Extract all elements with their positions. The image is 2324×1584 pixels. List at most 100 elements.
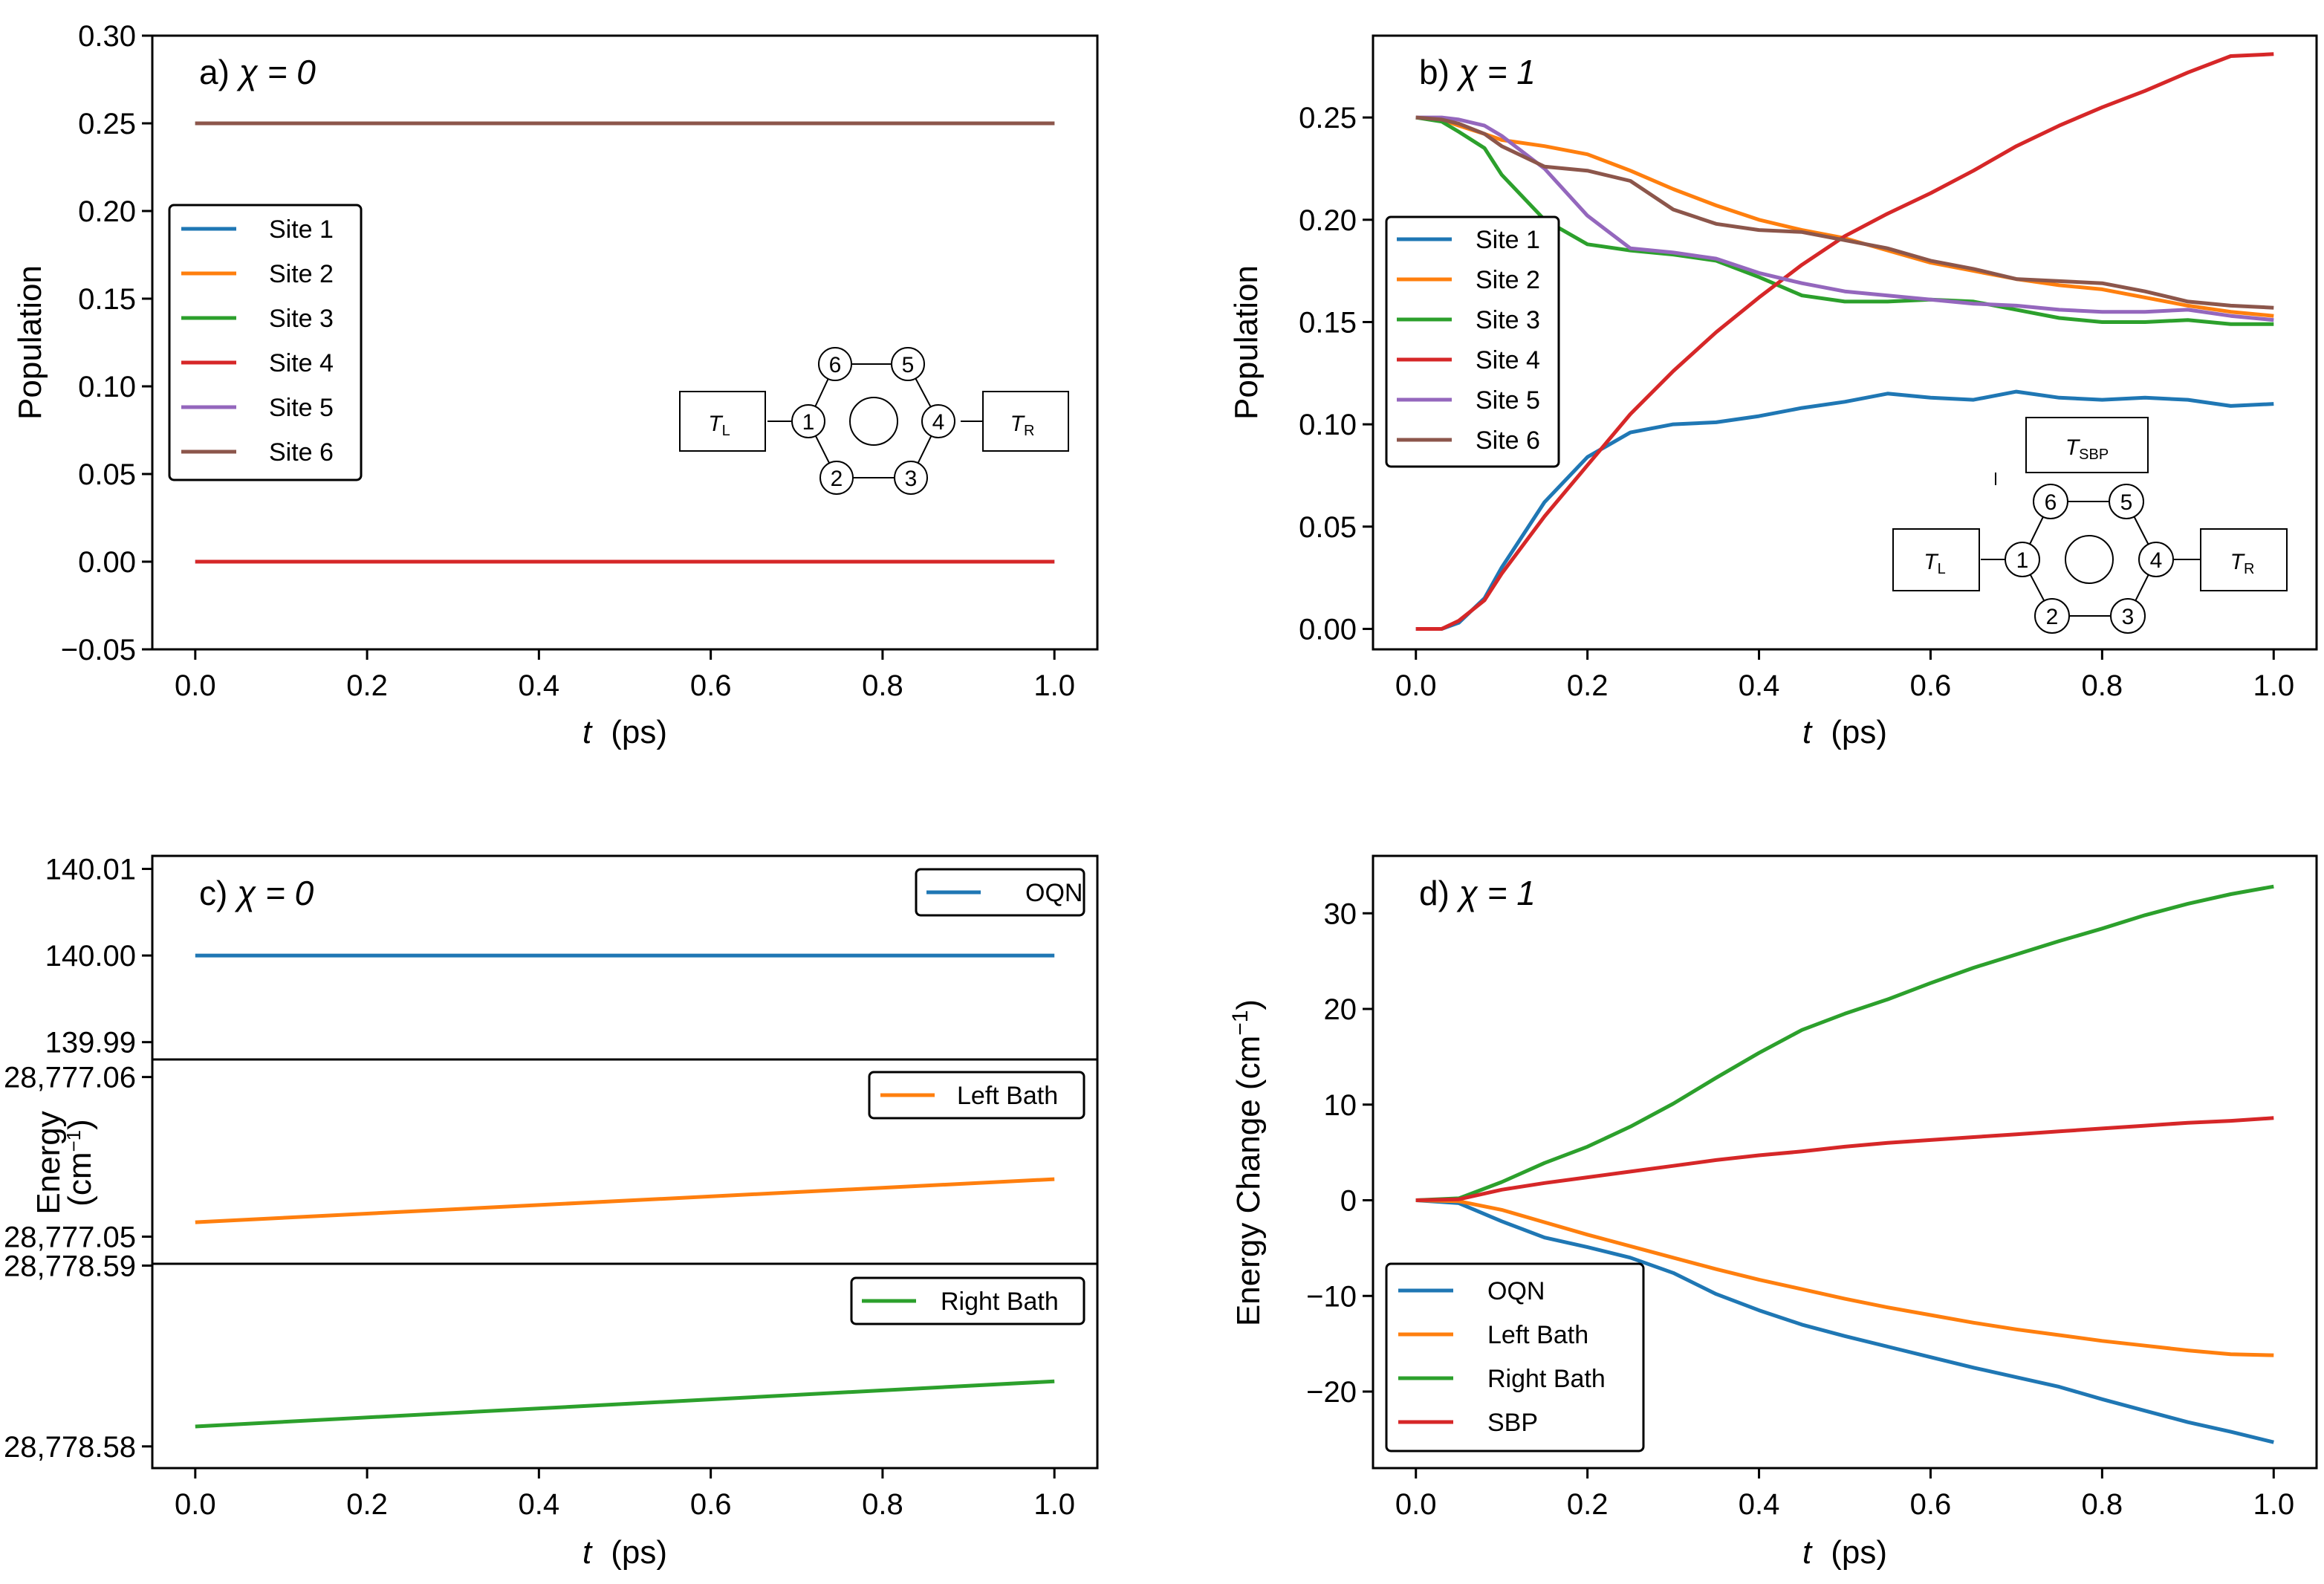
svg-text:4: 4	[2150, 548, 2163, 573]
x-tick-label: 0.6	[690, 669, 732, 702]
y-tick-label: 0.25	[1299, 102, 1357, 134]
series-line-d-sbp	[1415, 1116, 2274, 1202]
x-tick-label: 0.0	[175, 1488, 216, 1521]
x-tick-label: 0.8	[2082, 669, 2123, 702]
svg-text:2: 2	[2046, 605, 2059, 629]
svg-text:6: 6	[829, 353, 842, 377]
y-tick-label: 139.99	[45, 1027, 136, 1059]
svg-text:4: 4	[932, 410, 945, 435]
site-node-6-a: 6	[818, 347, 852, 381]
legend-label: Site 5	[1476, 386, 1540, 415]
x-tick-label: 1.0	[2253, 669, 2294, 702]
series-line-b-site-2	[1415, 115, 2274, 318]
x-tick-label: 0.4	[1739, 1488, 1780, 1521]
legend-label: Site 4	[269, 349, 334, 377]
panel-a-legend: Site 1 Site 2 Site 3 Site 4 Site 5 Site 6	[168, 204, 363, 481]
panel-a-frame	[151, 34, 1099, 651]
x-tick-label: 1.0	[1033, 669, 1075, 702]
site-node-5-a: 5	[891, 347, 925, 381]
x-tick-label: 0.0	[175, 669, 216, 702]
series-line-b-site-5	[1415, 115, 2274, 322]
x-tick-label: 0.0	[1395, 669, 1437, 702]
legend-item: Site 3	[181, 305, 334, 333]
y-tick-label: 28,778.59	[4, 1250, 136, 1282]
panel-c-frame	[151, 854, 1099, 1470]
right-reservoir-box-b	[2200, 528, 2288, 591]
panel-b-title: b) χ = 1	[1419, 53, 1536, 91]
sbp-reservoir-box-b	[2025, 417, 2149, 473]
x-tick-label: 0.4	[1739, 669, 1780, 702]
series-line-b-site-3	[1415, 115, 2274, 326]
right-reservoir-box-a	[982, 391, 1069, 452]
site-node-3-b: 3	[2110, 598, 2146, 634]
panel-c-legend-oqn: OQN	[915, 868, 1085, 917]
y-tick-label: −10	[1306, 1280, 1357, 1313]
y-tick-label: 28,777.05	[4, 1221, 136, 1253]
y-tick-label: 0.10	[1299, 409, 1357, 441]
svg-text:OQN: OQN	[1025, 879, 1083, 907]
series-line-c-left-bath	[195, 1177, 1055, 1224]
panel-c-legend-right-bath: Right Bath	[850, 1276, 1085, 1325]
panel-b-legend: Site 1 Site 2 Site 3 Site 4 Site 5 Site 6	[1385, 215, 1560, 468]
site-node-6-b: 6	[2033, 484, 2068, 519]
legend-item: SBP	[1398, 1409, 1538, 1437]
svg-text:3: 3	[905, 467, 918, 491]
legend-label: OQN	[1487, 1277, 1545, 1305]
left-reservoir-box-a	[679, 391, 766, 452]
site-node-5-b: 5	[2109, 484, 2144, 519]
legend-label: SBP	[1487, 1409, 1538, 1437]
panel-d-frame	[1372, 854, 2318, 1470]
site-node-2-b: 2	[2034, 598, 2070, 634]
legend-item: Left Bath	[1398, 1321, 1588, 1349]
x-tick-label: 0.6	[690, 1488, 732, 1521]
legend-label: Left Bath	[1487, 1321, 1588, 1349]
y-tick-label: 30	[1324, 898, 1357, 930]
legend-item: Site 2	[1397, 266, 1540, 294]
y-tick-label: 0.00	[78, 546, 136, 579]
y-tick-label: 0.20	[78, 195, 136, 228]
series-line-b-site-4	[1415, 52, 2274, 631]
left-reservoir-box-b	[1892, 528, 1980, 591]
legend-label: Site 1	[1476, 226, 1540, 254]
panel-d-title: d) χ = 1	[1419, 874, 1536, 912]
y-tick-label: 28,777.06	[4, 1062, 136, 1094]
y-tick-label: 140.00	[45, 940, 136, 973]
panel-c-xlabel: t (ps)	[582, 1534, 667, 1571]
y-tick-label: 0.20	[1299, 204, 1357, 237]
panel-c-title: c) χ = 0	[199, 874, 314, 912]
panel-a-title: a) χ = 0	[199, 53, 316, 91]
site-node-1-a: 1	[791, 404, 825, 438]
legend-item: Site 6	[181, 438, 334, 467]
x-tick-label: 0.8	[2082, 1488, 2123, 1521]
legend-item: Site 5	[181, 394, 334, 422]
svg-text:Right Bath: Right Bath	[941, 1288, 1059, 1316]
svg-text:3: 3	[2122, 605, 2135, 629]
legend-item: Site 4	[181, 349, 334, 377]
legend-item: Site 3	[1397, 306, 1540, 334]
x-tick-label: 0.6	[1910, 669, 1952, 702]
y-tick-label: 0.10	[78, 371, 136, 403]
legend-label: Site 5	[269, 394, 334, 422]
legend-item: Site 4	[1397, 346, 1540, 374]
x-tick-label: 0.6	[1910, 1488, 1952, 1521]
svg-text:TR: TR	[1010, 412, 1035, 439]
panel-d: 0.0 0.2 0.4 0.6 0.8 1.0 −20 −10 0 10 20 30 d) χ = 1…	[1228, 854, 2318, 1571]
legend-item: Site 6	[1397, 426, 1540, 455]
site-node-2-a: 2	[819, 461, 854, 495]
site-node-3-a: 3	[894, 461, 928, 495]
y-tick-label: 20	[1324, 993, 1357, 1026]
legend-label: Site 6	[269, 438, 334, 467]
svg-text:TL: TL	[708, 412, 730, 439]
y-tick-label: −20	[1306, 1376, 1357, 1409]
y-tick-label: 0.25	[78, 108, 136, 140]
panel-a-xlabel: t (ps)	[582, 714, 667, 750]
y-tick-label: 28,778.58	[4, 1431, 136, 1464]
y-tick-label: 0.15	[1299, 306, 1357, 339]
x-tick-label: 0.2	[346, 669, 388, 702]
x-tick-label: 0.4	[519, 1488, 560, 1521]
legend-label: Right Bath	[1487, 1365, 1606, 1393]
panel-b-xlabel: t (ps)	[1802, 714, 1887, 750]
svg-text:TR: TR	[2230, 550, 2255, 577]
legend-label: Site 3	[269, 305, 334, 333]
